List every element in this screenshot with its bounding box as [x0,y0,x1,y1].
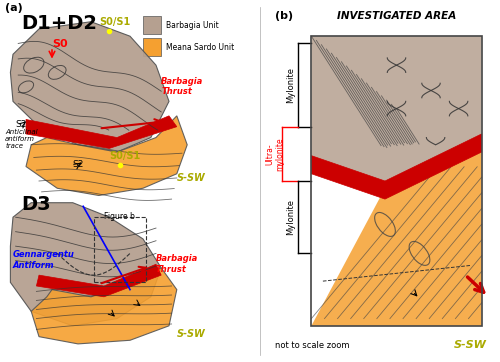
Text: S0/S1: S0/S1 [109,151,140,161]
FancyBboxPatch shape [143,16,161,34]
Text: (a): (a) [5,3,23,13]
Text: (b): (b) [274,11,292,21]
Polygon shape [26,116,187,195]
Polygon shape [312,36,482,326]
FancyBboxPatch shape [143,38,161,56]
Text: S-SW: S-SW [454,340,487,350]
Text: Mylonite: Mylonite [286,199,295,235]
Text: S0: S0 [52,39,68,49]
Text: Ultra-
mylonite: Ultra- mylonite [265,137,284,171]
Text: Barbagia Unit: Barbagia Unit [166,21,219,30]
Text: S-SW: S-SW [177,173,206,183]
Text: INVESTIGATED AREA: INVESTIGATED AREA [337,11,456,21]
Polygon shape [31,268,177,344]
Text: S0/S1: S0/S1 [99,17,130,28]
Text: S2: S2 [16,120,27,129]
Text: Figure b: Figure b [104,212,135,221]
Polygon shape [36,264,161,297]
Text: Barbagia
Thrust: Barbagia Thrust [156,254,198,274]
Text: Barbagia
Thrust: Barbagia Thrust [161,77,204,96]
Text: D1+D2: D1+D2 [21,14,97,33]
Text: S-SW: S-SW [177,329,206,339]
Text: Meana Sardo Unit: Meana Sardo Unit [166,43,234,51]
Polygon shape [10,203,161,326]
Text: S2: S2 [73,160,84,169]
Text: Anticlinal
antiform
trace: Anticlinal antiform trace [5,130,38,150]
Polygon shape [10,22,169,152]
Text: Gennargentu
Antiform: Gennargentu Antiform [13,251,75,270]
Polygon shape [312,134,482,199]
Text: not to scale zoom: not to scale zoom [274,341,349,350]
Text: Mylonite: Mylonite [286,67,295,103]
Polygon shape [26,116,177,148]
Text: D3: D3 [21,195,50,214]
Polygon shape [312,145,482,326]
